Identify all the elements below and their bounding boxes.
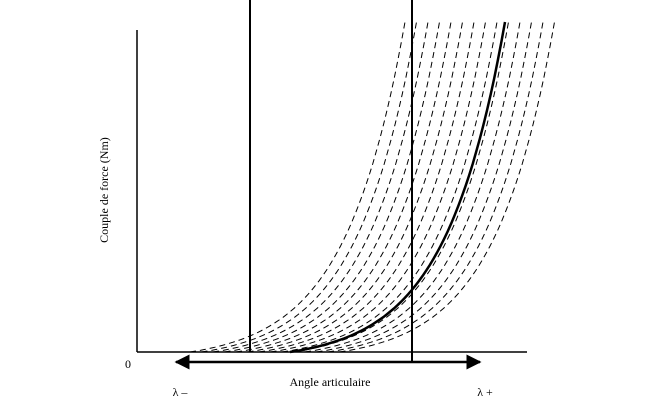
lambda-plus-label: λ + <box>477 385 493 399</box>
dashed-curve <box>201 21 417 353</box>
dashed-curve <box>235 21 452 353</box>
dashed-curve <box>270 21 486 353</box>
reference-curve <box>289 21 507 354</box>
dashed-curve <box>327 21 544 353</box>
dashed-curve <box>212 21 429 353</box>
dashed-curve <box>189 21 406 353</box>
origin-label: 0 <box>125 357 131 371</box>
y-axis-label: Couple de force (Nm) <box>97 137 111 243</box>
lambda-minus-label: λ – <box>173 385 189 399</box>
curve-family <box>189 21 555 354</box>
dashed-curve <box>224 21 440 353</box>
dashed-curve <box>339 21 555 353</box>
dashed-curve <box>258 21 475 353</box>
dashed-curve <box>316 21 532 353</box>
x-axis-label: Angle articulaire <box>290 375 371 389</box>
dashed-curve <box>247 21 463 353</box>
